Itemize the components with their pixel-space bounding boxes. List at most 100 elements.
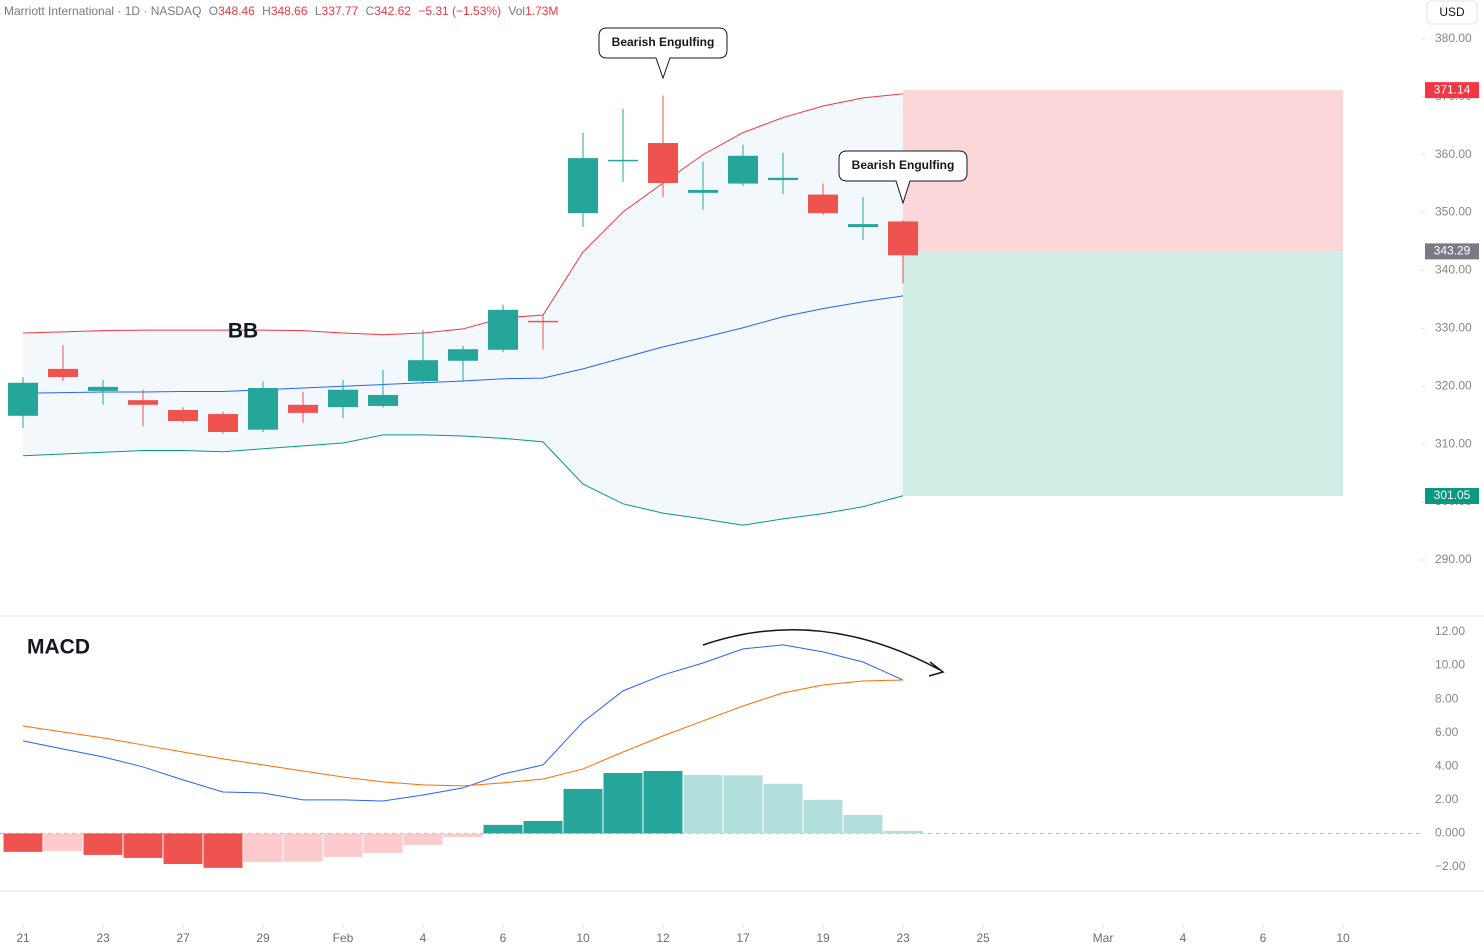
band-line [22, 93, 904, 336]
histogram-bar [243, 833, 283, 862]
macd-line [22, 644, 904, 802]
x-tick-label: 29 [256, 931, 270, 945]
y-tick-label: 4.00 [1435, 758, 1459, 772]
trend-arrow [702, 629, 941, 671]
x-tick-label: 12 [656, 931, 670, 945]
candle-body [648, 143, 678, 183]
y-tick-label: 310.00 [1435, 436, 1472, 450]
annotation: Bearish Engulfing [612, 35, 715, 49]
histogram-bar [163, 833, 203, 864]
histogram-bar [643, 770, 683, 834]
volume-value: 1.73M [525, 4, 558, 18]
candle-body [528, 320, 558, 323]
ohlc-label: H [262, 4, 271, 18]
candle-body [208, 414, 238, 433]
histogram-bar [43, 833, 83, 852]
arrow-head [928, 661, 945, 677]
histogram-bar [323, 833, 363, 857]
annotation: Bearish Engulfing [852, 158, 955, 172]
price-tag-label: 371.14 [1434, 82, 1471, 96]
x-tick-label: 23 [96, 931, 110, 945]
y-tick-label: 6.00 [1435, 725, 1459, 739]
ohlc-value: 348.66 [271, 4, 308, 18]
candle-body [728, 155, 758, 184]
price-tag-label: 343.29 [1434, 244, 1471, 258]
candle-body [368, 394, 398, 406]
pane-title: MACD [27, 636, 90, 659]
candle-body [568, 158, 598, 214]
x-tick-label: 17 [736, 931, 750, 945]
loss-zone [903, 90, 1343, 252]
ohlc-label: L [315, 4, 322, 18]
currency[interactable]: USD [1439, 5, 1465, 19]
y-tick-label: 2.00 [1435, 792, 1459, 806]
candle-body [8, 382, 38, 416]
candle-body [328, 389, 358, 408]
x-tick-label: 6 [1260, 931, 1267, 945]
currency-button[interactable] [1426, 0, 1478, 25]
histogram-bar [883, 830, 923, 834]
histogram-bar [483, 824, 523, 834]
callout-box [598, 27, 728, 80]
price-tag [1425, 243, 1479, 260]
histogram-bar [843, 814, 883, 834]
ohlc-value: 342.62 [374, 4, 411, 18]
indicator-label: BB [228, 320, 258, 343]
y-tick-label: 320.00 [1435, 378, 1472, 392]
candle-body [888, 221, 918, 256]
x-tick-label: 23 [896, 931, 910, 945]
y-tick-label: 10.00 [1435, 658, 1465, 672]
band-fill [23, 93, 903, 526]
macd-line [22, 679, 904, 787]
y-tick-label: 290.00 [1435, 552, 1472, 566]
x-tick-label: 27 [176, 931, 190, 945]
ohlc-value: 337.77 [322, 4, 359, 18]
candle-body [168, 410, 198, 422]
candle-body [488, 309, 518, 350]
y-tick-label: 380.00 [1435, 31, 1472, 45]
price-tag-label: 301.05 [1434, 488, 1471, 502]
y-tick-label: 360.00 [1435, 147, 1472, 161]
histogram-bar [123, 833, 163, 858]
callout-box [838, 150, 968, 205]
x-tick-label: 4 [420, 931, 427, 945]
y-tick-label: 330.00 [1435, 321, 1472, 335]
histogram-bar [603, 772, 643, 834]
price-tag [1425, 82, 1479, 99]
y-tick-label: 0.000 [1435, 826, 1465, 840]
histogram-bar [203, 833, 243, 868]
x-tick-label: 21 [16, 931, 30, 945]
plot-layer [0, 90, 1420, 868]
y-tick-label: 8.00 [1435, 691, 1459, 705]
candle-body [448, 349, 478, 361]
x-tick-label: 10 [576, 931, 590, 945]
x-tick-label: 4 [1180, 931, 1187, 945]
y-tick-label: 12.00 [1435, 624, 1465, 638]
candle-body [808, 194, 838, 214]
price-tag [1425, 487, 1479, 504]
y-tick-label: 340.00 [1435, 263, 1472, 277]
candle-body [48, 368, 78, 377]
candle-body [608, 159, 638, 162]
profit-zone [903, 251, 1343, 496]
ohlc-label: C [366, 4, 375, 18]
x-tick-label: 25 [976, 931, 990, 945]
band-line [22, 434, 904, 526]
candle-body [848, 224, 878, 228]
x-tick-label: 10 [1336, 931, 1350, 945]
symbol-legend: Marriott International · 1D · NASDAQ O34… [4, 4, 558, 18]
x-tick-label: Mar [1093, 931, 1114, 945]
symbol: Marriott International · 1D · NASDAQ [4, 4, 201, 18]
candle-body [688, 189, 718, 193]
volume-label: Vol [508, 4, 525, 18]
histogram-bar [523, 820, 563, 834]
candle-body [248, 387, 278, 430]
candle-body [288, 404, 318, 413]
histogram-bar [3, 833, 43, 852]
y-tick-label: 350.00 [1435, 205, 1472, 219]
candle-body [128, 400, 158, 405]
histogram-bar [83, 833, 123, 855]
candle-body [408, 360, 438, 382]
